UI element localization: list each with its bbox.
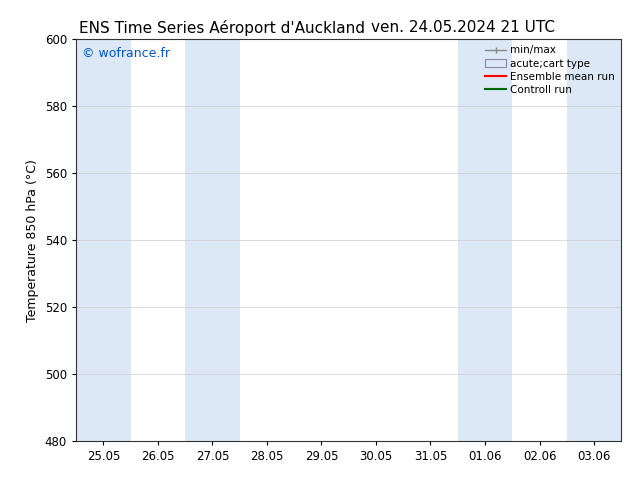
Y-axis label: Temperature 850 hPa (°C): Temperature 850 hPa (°C) bbox=[26, 159, 39, 321]
Bar bbox=[567, 39, 621, 441]
Legend: min/max, acute;cart type, Ensemble mean run, Controll run: min/max, acute;cart type, Ensemble mean … bbox=[481, 41, 619, 99]
Bar bbox=[76, 39, 131, 441]
Text: © wofrance.fr: © wofrance.fr bbox=[82, 47, 169, 60]
Text: ven. 24.05.2024 21 UTC: ven. 24.05.2024 21 UTC bbox=[371, 20, 555, 35]
Bar bbox=[458, 39, 512, 441]
Bar bbox=[185, 39, 240, 441]
Text: ENS Time Series Aéroport d'Auckland: ENS Time Series Aéroport d'Auckland bbox=[79, 20, 365, 36]
